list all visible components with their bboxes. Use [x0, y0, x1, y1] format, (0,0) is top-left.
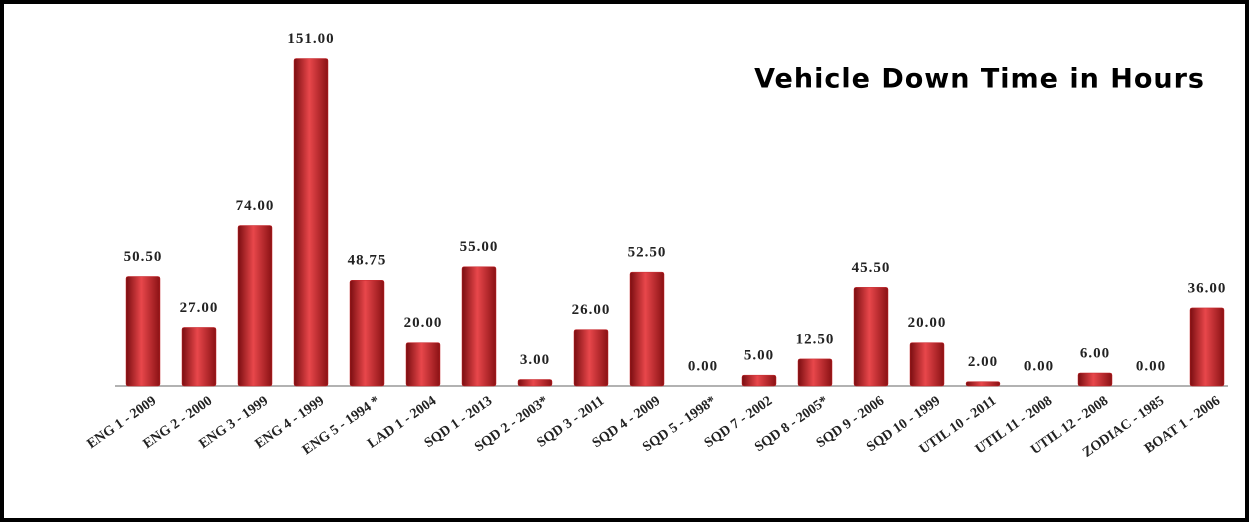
data-label: 48.75	[348, 253, 387, 269]
data-label: 3.00	[520, 352, 550, 368]
bar	[181, 327, 217, 387]
bar	[909, 342, 945, 387]
data-label: 45.50	[852, 260, 891, 276]
bar	[517, 379, 553, 387]
data-label: 0.00	[1136, 358, 1166, 374]
data-label: 74.00	[236, 198, 275, 214]
bar	[965, 381, 1001, 387]
chart-title: Vehicle Down Time in Hours	[754, 64, 1205, 95]
data-label: 151.00	[287, 31, 334, 47]
data-label: 20.00	[908, 315, 947, 331]
bar	[797, 358, 833, 387]
data-label: 2.00	[968, 354, 998, 370]
bar	[125, 276, 161, 387]
data-label: 0.00	[688, 358, 718, 374]
bar	[1189, 307, 1225, 387]
bar	[629, 271, 665, 387]
data-label: 50.50	[124, 249, 163, 265]
data-label: 52.50	[628, 245, 667, 261]
bar	[853, 287, 889, 387]
bar	[293, 58, 329, 387]
data-label: 12.50	[796, 331, 835, 347]
data-label: 55.00	[460, 239, 499, 255]
data-label: 20.00	[404, 315, 443, 331]
data-label: 5.00	[744, 348, 774, 364]
bar	[237, 225, 273, 387]
bar	[405, 342, 441, 387]
data-label: 0.00	[1024, 358, 1054, 374]
bar	[573, 329, 609, 387]
data-label: 36.00	[1188, 280, 1227, 296]
bar	[349, 280, 385, 387]
bar	[461, 266, 497, 387]
bar	[741, 374, 777, 387]
data-label: 6.00	[1080, 345, 1110, 361]
data-label: 27.00	[180, 300, 219, 316]
bar	[1077, 372, 1113, 387]
data-label: 26.00	[572, 302, 611, 318]
